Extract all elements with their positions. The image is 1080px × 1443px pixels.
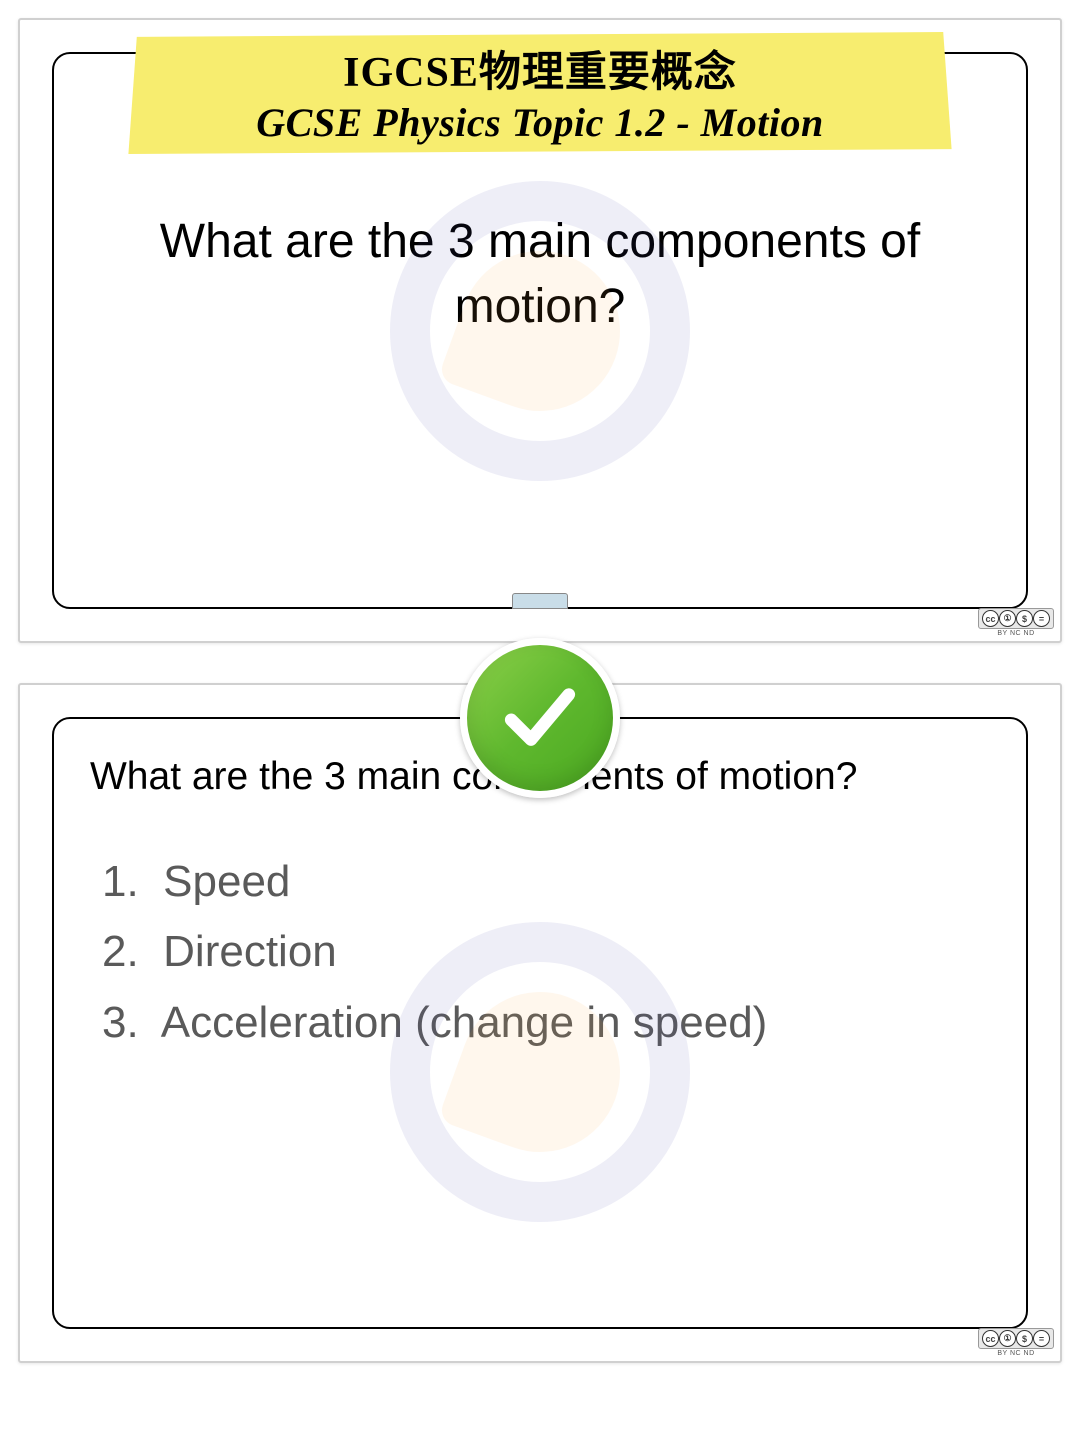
answer-num: 2. (102, 927, 139, 976)
nd-icon: = (1033, 610, 1050, 627)
question-inner-box: IGCSE物理重要概念 GCSE Physics Topic 1.2 - Mot… (52, 52, 1028, 609)
nc-icon: $ (1016, 1330, 1033, 1347)
answer-list: 1. Speed 2. Direction 3. Acceleration (c… (90, 847, 990, 1058)
cc-icon: cc (982, 610, 999, 627)
by-icon: ① (999, 1330, 1016, 1347)
cc-label: BY NC ND (997, 630, 1034, 637)
answer-num: 3. (102, 998, 139, 1047)
nd-icon: = (1033, 1330, 1050, 1347)
by-icon: ① (999, 610, 1016, 627)
question-text: What are the 3 main components of motion… (90, 210, 990, 340)
nc-icon: $ (1016, 610, 1033, 627)
cc-label: BY NC ND (997, 1350, 1034, 1357)
tab-notch-icon (512, 593, 568, 609)
answer-text: Acceleration (change in speed) (161, 998, 768, 1047)
title-chinese: IGCSE物理重要概念 (148, 38, 932, 99)
answer-num: 1. (102, 857, 139, 906)
answer-inner-box: What are the 3 main components of motion… (52, 717, 1028, 1329)
title-english: GCSE Physics Topic 1.2 - Motion (148, 99, 932, 146)
answer-item-3: 3. Acceleration (change in speed) (102, 988, 990, 1058)
cc-icons: cc ① $ = (978, 608, 1054, 629)
answer-item-2: 2. Direction (102, 917, 990, 987)
cc-icons: cc ① $ = (978, 1328, 1054, 1349)
cc-icon: cc (982, 1330, 999, 1347)
answer-item-1: 1. Speed (102, 847, 990, 917)
checkmark-icon (460, 638, 620, 798)
title-highlight: IGCSE物理重要概念 GCSE Physics Topic 1.2 - Mot… (120, 32, 960, 154)
question-card: IGCSE物理重要概念 GCSE Physics Topic 1.2 - Mot… (18, 18, 1062, 643)
cc-license-badge: cc ① $ = BY NC ND (978, 1328, 1054, 1357)
answer-text: Speed (163, 857, 290, 906)
answer-text: Direction (163, 927, 337, 976)
cc-license-badge: cc ① $ = BY NC ND (978, 608, 1054, 637)
